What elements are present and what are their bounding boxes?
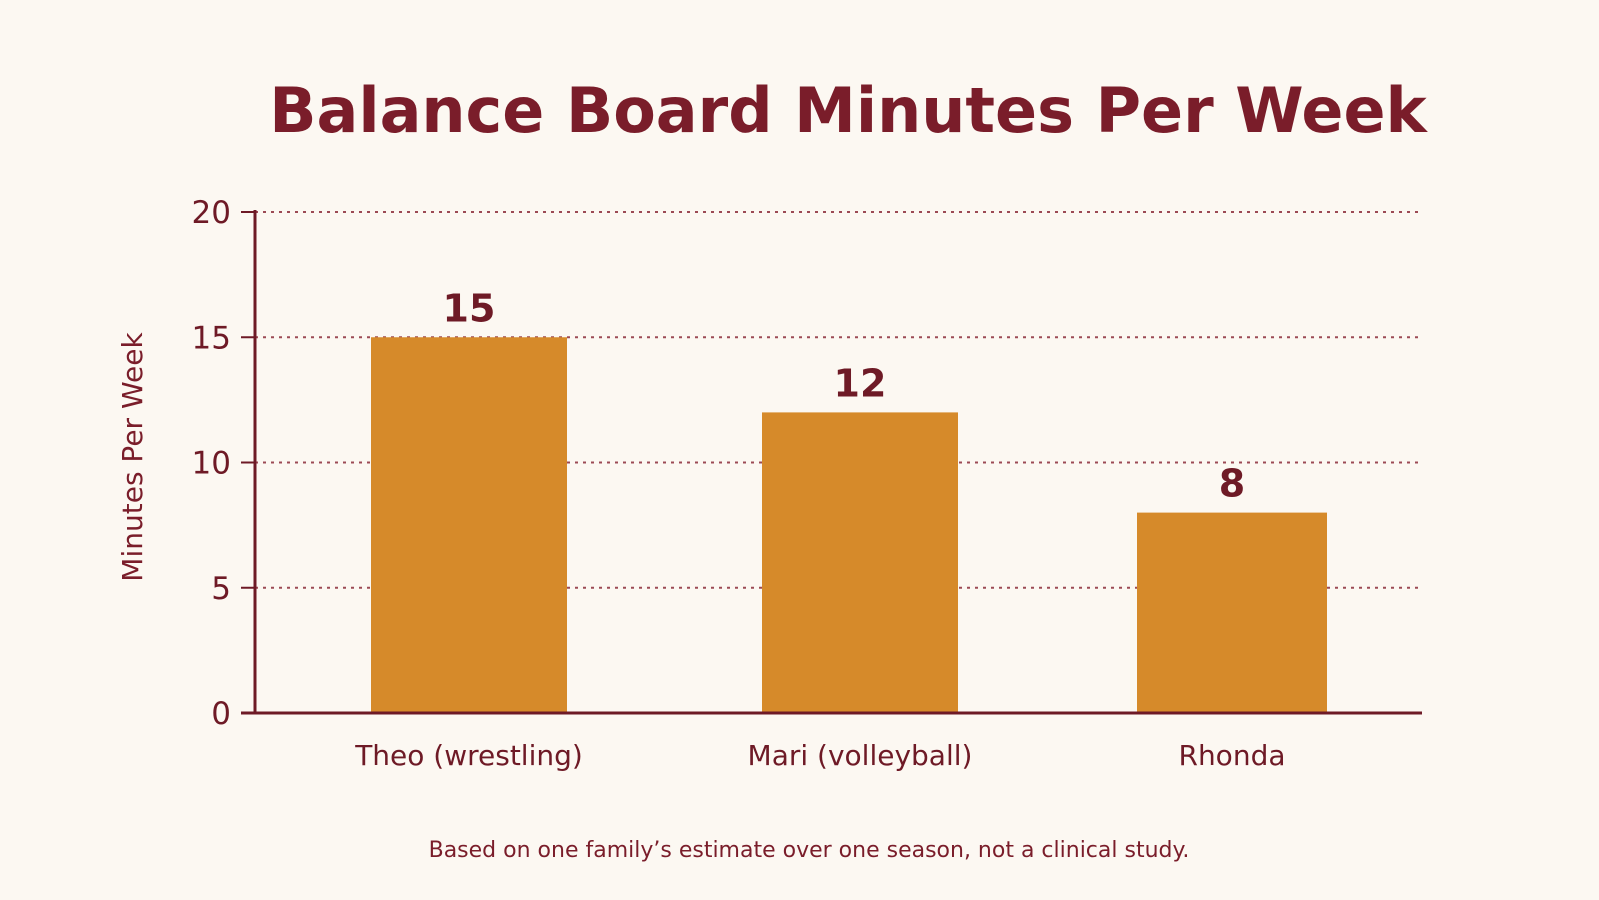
footnote: Based on one family’s estimate over one … [429,838,1190,863]
chart-title: Balance Board Minutes Per Week [269,74,1428,147]
y-tick-label: 5 [211,571,231,607]
y-axis-title: Minutes Per Week [116,332,149,582]
data-label: 12 [834,361,887,405]
y-tick-label: 0 [211,696,231,732]
bars [371,337,1327,713]
category-label: Mari (volleyball) [748,739,973,772]
bar-2 [762,412,958,713]
data-label: 8 [1219,462,1245,506]
category-label: Theo (wrestling) [354,739,583,772]
category-label: Rhonda [1178,739,1285,772]
bar-1 [371,337,567,713]
bar-3 [1137,512,1327,713]
y-tick-label: 20 [192,195,231,231]
labels: 0 5 10 15 20 15 Theo (wrestling) 12 Mari (volley… [192,195,1286,772]
axes [241,210,1422,715]
y-tick-label: 10 [192,446,231,482]
y-tick-label: 15 [192,320,231,356]
data-label: 15 [443,286,496,330]
